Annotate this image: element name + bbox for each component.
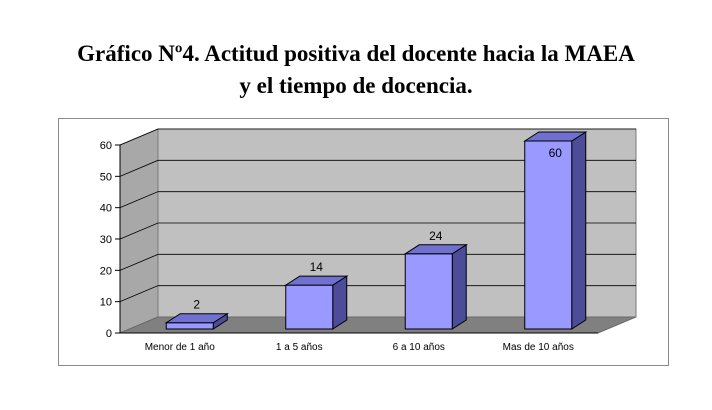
data-label: 60 [549,146,563,160]
x-category-label: Mas de 10 años [503,342,574,353]
bar-top-face [284,275,349,286]
bar-front-face [285,284,334,330]
data-label: 2 [193,298,200,312]
chart-title-line-2: y el tiempo de docencia. [239,73,473,98]
bar [164,312,229,330]
gridline [119,128,636,146]
bar-top-face [523,131,588,142]
gridline [119,253,636,271]
gridline [119,159,636,177]
y-tick-label: 0 [106,328,112,340]
gridline [119,191,636,209]
y-tick-label: 30 [100,234,112,246]
data-label: 24 [429,229,443,243]
bar-front-face [165,322,214,330]
bar-side-face [571,131,587,330]
y-tick-label: 40 [100,203,112,215]
bar-top-face [403,244,468,255]
gridline [119,285,636,303]
chart-title: Gráfico Nº4. Actitud positiva del docent… [0,38,712,102]
data-label: 14 [310,260,324,274]
bar [284,275,349,330]
bar [523,131,588,330]
bar-front-face [404,253,453,330]
gridline [119,222,636,240]
x-category-label: Menor de 1 año [145,342,215,353]
y-tick-label: 50 [100,171,112,183]
y-tick-label: 10 [100,297,112,309]
y-tick-label: 60 [100,140,112,152]
x-category-label: 6 a 10 años [393,342,445,353]
bar-top-face [164,313,229,324]
x-category-label: 1 a 5 años [276,342,323,353]
bar-side-face [451,243,467,330]
chart-title-line-1: Gráfico Nº4. Actitud positiva del docent… [77,41,635,66]
bar-front-face [524,140,573,330]
bar [403,243,468,330]
y-tick-label: 20 [100,265,112,277]
